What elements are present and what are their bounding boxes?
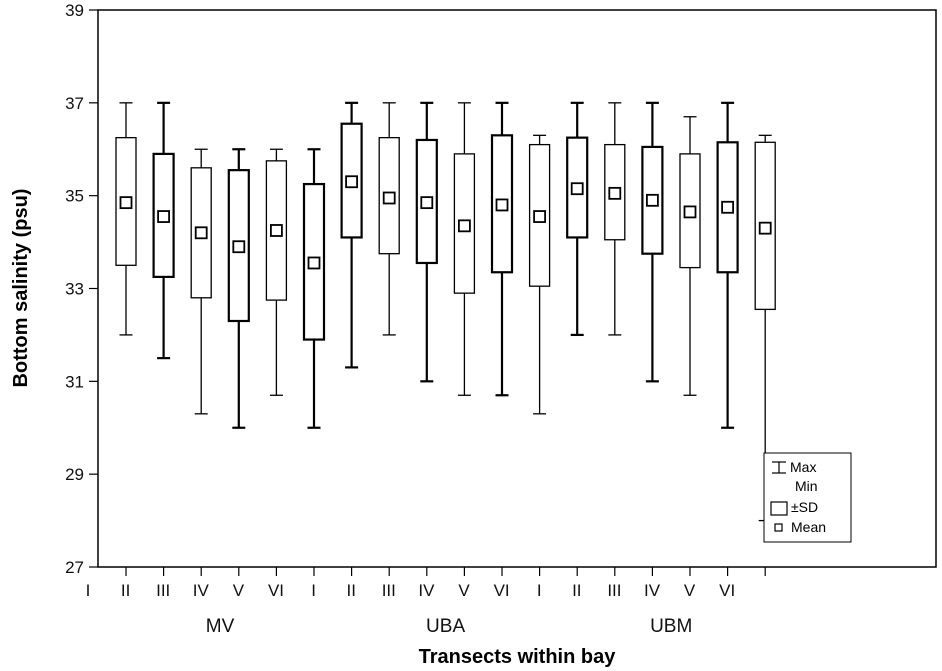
box-uba-i: [340, 101, 363, 369]
y-tick-label: 31: [65, 372, 84, 391]
box-uba-vi: [528, 134, 551, 415]
group-label-mv: MV: [206, 616, 235, 637]
box-mv-ii: [152, 101, 175, 360]
x-category-label: II: [121, 581, 130, 600]
x-category-label: V: [458, 581, 470, 600]
x-axis-title: Transects within bay: [419, 646, 617, 668]
box-uba-iv: [453, 102, 476, 396]
box-uba-iii: [415, 101, 438, 383]
y-tick-label: 27: [65, 558, 84, 577]
box-ubm-iv: [679, 116, 701, 396]
x-category-label: I: [86, 581, 91, 600]
x-category-label: V: [233, 581, 245, 600]
x-category-label: IV: [193, 581, 210, 600]
mean-marker: [721, 200, 734, 214]
x-category-label: V: [684, 581, 696, 600]
y-tick-label: 35: [65, 187, 84, 206]
y-tick-label: 33: [65, 280, 84, 299]
group-label-ubm: UBM: [650, 616, 692, 637]
mean-marker: [307, 256, 321, 270]
x-category-label: II: [346, 581, 355, 600]
mean-marker: [345, 175, 359, 189]
legend-mean-label: Mean: [791, 519, 826, 535]
legend-maxmin-icon: [772, 461, 786, 474]
box-ubm-v: [716, 101, 739, 429]
x-category-label: I: [311, 581, 316, 600]
box-uba-v: [490, 101, 514, 397]
box-mv-iii: [190, 148, 212, 415]
box-mv-i: [115, 102, 137, 336]
mean-marker: [608, 186, 622, 200]
mean-marker: [232, 240, 246, 254]
mean-marker: [646, 193, 659, 207]
x-category-label: IV: [418, 581, 435, 600]
mean-marker: [495, 198, 509, 212]
y-tick-label: 39: [65, 1, 84, 20]
box-ubm-i: [566, 101, 589, 337]
legend-sd-label: ±SD: [791, 499, 818, 515]
x-category-label: III: [382, 581, 396, 600]
x-category-label: II: [572, 581, 581, 600]
y-tick-label: 37: [65, 94, 84, 113]
y-tick-label: 29: [65, 465, 84, 484]
mean-marker: [119, 196, 133, 210]
box-mv-vi: [302, 148, 326, 429]
y-axis-title: Bottom salinity (psu): [10, 189, 32, 388]
x-category-label: VI: [494, 581, 510, 600]
box-ubm-iii: [641, 101, 664, 383]
legend: Max Min ±SD Mean: [763, 452, 852, 543]
box-mv-v: [265, 148, 288, 396]
group-label-uba: UBA: [426, 616, 465, 637]
mean-marker: [533, 210, 546, 223]
x-category-label: VI: [719, 581, 735, 600]
legend-mean-icon: [774, 523, 783, 532]
mean-marker: [758, 221, 772, 235]
mean-marker: [194, 226, 208, 240]
mean-marker: [269, 224, 283, 237]
x-category-label: III: [607, 581, 621, 600]
mean-marker: [683, 205, 697, 219]
box-ubm-ii: [604, 102, 626, 336]
x-category-label: III: [156, 581, 170, 600]
mean-marker: [382, 191, 396, 205]
x-category-label: I: [537, 581, 542, 600]
y-axis: 27 29 31 33 35 37 39: [65, 1, 98, 577]
x-category-label: VI: [268, 581, 284, 600]
mean-marker: [570, 182, 584, 196]
mean-marker: [420, 196, 434, 210]
box-series: [115, 101, 776, 522]
mean-marker: [457, 219, 471, 233]
x-category-label: IV: [644, 581, 661, 600]
box-uba-ii: [378, 102, 400, 336]
box-mv-iv: [227, 148, 250, 429]
legend-min-label: Min: [795, 478, 818, 494]
legend-sd-icon: [770, 501, 788, 516]
mean-marker: [157, 210, 171, 223]
legend-max-label: Max: [790, 459, 816, 475]
